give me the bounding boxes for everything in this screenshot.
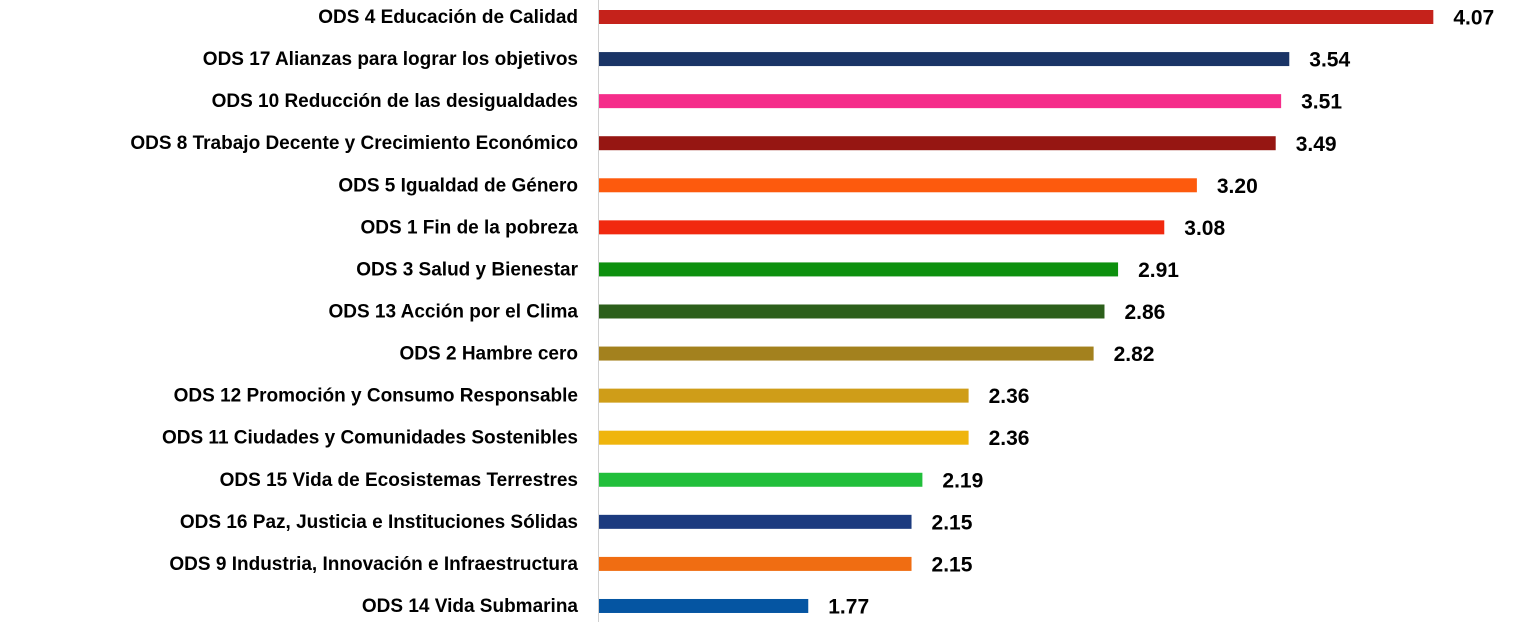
category-label: ODS 8 Trabajo Decente y Crecimiento Econ… <box>130 133 578 154</box>
value-label: 3.08 <box>1184 217 1225 240</box>
category-label: ODS 4 Educación de Calidad <box>318 7 578 28</box>
category-label: ODS 9 Industria, Innovación e Infraestru… <box>169 554 578 575</box>
value-label: 3.49 <box>1296 133 1337 156</box>
value-label: 1.77 <box>828 596 869 619</box>
bar <box>599 388 969 403</box>
bar <box>599 178 1197 193</box>
bar <box>599 262 1119 277</box>
value-label: 2.86 <box>1124 301 1165 324</box>
value-label: 2.36 <box>989 385 1030 408</box>
category-label: ODS 12 Promoción y Consumo Responsable <box>174 386 578 407</box>
bar <box>599 556 912 571</box>
bar <box>599 94 1282 109</box>
category-label: ODS 5 Igualdad de Género <box>338 175 578 196</box>
bar <box>599 52 1290 67</box>
category-label: ODS 15 Vida de Ecosistemas Terrestres <box>220 470 578 491</box>
category-label: ODS 16 Paz, Justicia e Instituciones Sól… <box>180 512 578 533</box>
value-label: 3.51 <box>1301 91 1342 114</box>
bar <box>599 346 1094 361</box>
category-label: ODS 3 Salud y Bienestar <box>356 259 578 280</box>
bar <box>599 472 923 487</box>
bar <box>599 514 912 529</box>
value-label: 2.19 <box>942 469 983 492</box>
category-label: ODS 11 Ciudades y Comunidades Sostenible… <box>162 428 578 449</box>
value-label: 2.82 <box>1114 343 1155 366</box>
category-label: ODS 17 Alianzas para lograr los objetivo… <box>203 49 578 70</box>
category-label: ODS 14 Vida Submarina <box>362 596 579 617</box>
value-label: 4.07 <box>1453 7 1494 30</box>
category-label: ODS 1 Fin de la pobreza <box>361 217 579 238</box>
category-label: ODS 13 Acción por el Clima <box>328 302 578 323</box>
category-label: ODS 2 Hambre cero <box>400 344 578 365</box>
bar <box>599 10 1434 24</box>
bar <box>599 598 809 613</box>
value-label: 3.54 <box>1309 49 1350 72</box>
category-label: ODS 10 Reducción de las desigualdades <box>212 91 578 112</box>
value-label: 2.91 <box>1138 259 1179 282</box>
bar <box>599 136 1276 151</box>
value-label: 2.36 <box>989 427 1030 450</box>
value-label: 2.15 <box>932 553 973 576</box>
bar <box>599 304 1105 319</box>
bar <box>599 220 1165 235</box>
bar <box>599 430 969 445</box>
value-label: 3.20 <box>1217 175 1258 198</box>
value-label: 2.15 <box>932 511 973 534</box>
